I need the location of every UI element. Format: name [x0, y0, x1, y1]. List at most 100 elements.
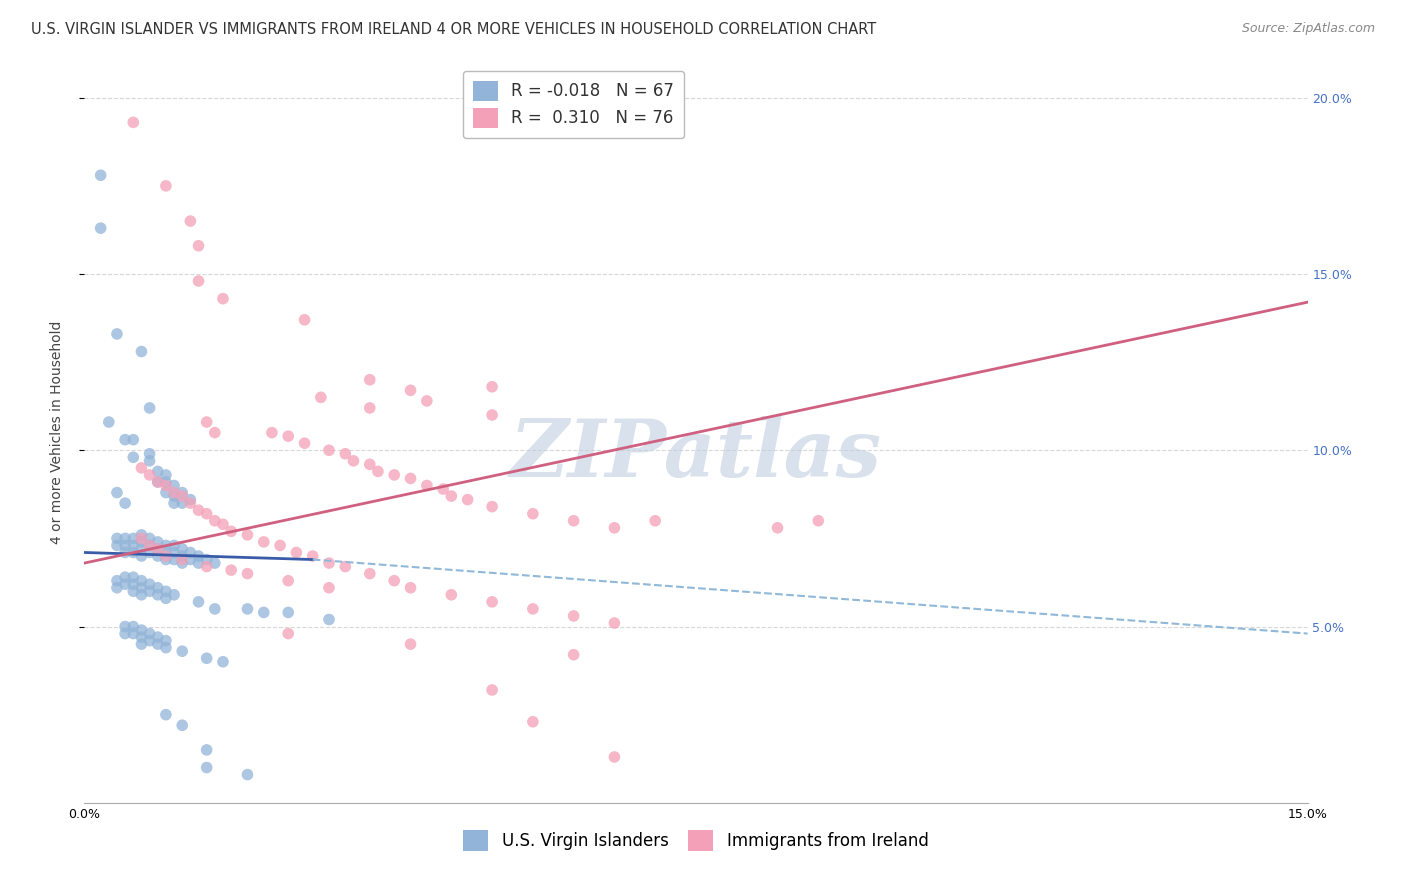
Point [294, 313, 316, 327]
Point [309, 390, 332, 404]
Point [131, 581, 153, 595]
Point [146, 549, 169, 563]
Point [138, 538, 160, 552]
Point [253, 606, 276, 620]
Point [382, 574, 405, 588]
Point [114, 626, 136, 640]
Point [138, 467, 160, 482]
Point [399, 581, 422, 595]
Point [187, 239, 209, 253]
Point [432, 482, 454, 496]
Point [114, 619, 136, 633]
Point [155, 549, 177, 563]
Point [122, 619, 145, 633]
Point [155, 633, 177, 648]
Point [204, 514, 226, 528]
Point [155, 485, 177, 500]
Point [342, 454, 364, 468]
Point [114, 532, 136, 546]
Point [236, 767, 259, 781]
Point [359, 458, 381, 472]
Point [318, 612, 340, 626]
Point [138, 532, 160, 546]
Point [179, 492, 201, 507]
Point [155, 707, 177, 722]
Point [155, 552, 177, 566]
Point [131, 623, 153, 637]
Point [318, 443, 340, 458]
Point [187, 549, 209, 563]
Point [195, 559, 218, 574]
Point [766, 521, 789, 535]
Point [367, 464, 389, 478]
Point [131, 637, 153, 651]
Point [179, 496, 201, 510]
Point [155, 545, 177, 559]
Point [277, 626, 299, 640]
Point [138, 447, 160, 461]
Point [204, 602, 226, 616]
Point [644, 514, 666, 528]
Point [318, 556, 340, 570]
Point [335, 447, 357, 461]
Point [155, 591, 177, 606]
Point [294, 436, 316, 450]
Point [212, 655, 235, 669]
Point [522, 714, 544, 729]
Point [187, 556, 209, 570]
Text: Source: ZipAtlas.com: Source: ZipAtlas.com [1241, 22, 1375, 36]
Point [163, 478, 186, 492]
Point [122, 433, 145, 447]
Point [138, 545, 160, 559]
Point [163, 588, 186, 602]
Point [105, 532, 128, 546]
Point [131, 630, 153, 644]
Point [236, 528, 259, 542]
Point [122, 584, 145, 599]
Point [335, 559, 357, 574]
Point [155, 475, 177, 489]
Point [122, 115, 145, 129]
Point [114, 538, 136, 552]
Text: U.S. VIRGIN ISLANDER VS IMMIGRANTS FROM IRELAND 4 OR MORE VEHICLES IN HOUSEHOLD : U.S. VIRGIN ISLANDER VS IMMIGRANTS FROM … [31, 22, 876, 37]
Point [131, 549, 153, 563]
Point [481, 500, 503, 514]
Point [138, 577, 160, 591]
Point [172, 549, 194, 563]
Point [163, 485, 186, 500]
Point [179, 545, 201, 559]
Point [155, 467, 177, 482]
Point [212, 517, 235, 532]
Point [277, 574, 299, 588]
Point [359, 566, 381, 581]
Point [187, 595, 209, 609]
Point [146, 475, 169, 489]
Point [163, 496, 186, 510]
Point [179, 214, 201, 228]
Point [440, 489, 463, 503]
Point [163, 489, 186, 503]
Point [277, 606, 299, 620]
Point [131, 535, 153, 549]
Point [114, 545, 136, 559]
Point [172, 496, 194, 510]
Point [138, 584, 160, 599]
Point [440, 588, 463, 602]
Point [399, 637, 422, 651]
Point [105, 326, 128, 341]
Point [179, 552, 201, 566]
Point [481, 683, 503, 698]
Point [603, 615, 626, 630]
Point [195, 415, 218, 429]
Point [522, 507, 544, 521]
Point [114, 577, 136, 591]
Point [138, 538, 160, 552]
Point [172, 541, 194, 556]
Point [90, 221, 112, 235]
Point [146, 588, 169, 602]
Point [522, 602, 544, 616]
Point [219, 563, 242, 577]
Point [122, 577, 145, 591]
Point [163, 545, 186, 559]
Point [562, 609, 585, 624]
